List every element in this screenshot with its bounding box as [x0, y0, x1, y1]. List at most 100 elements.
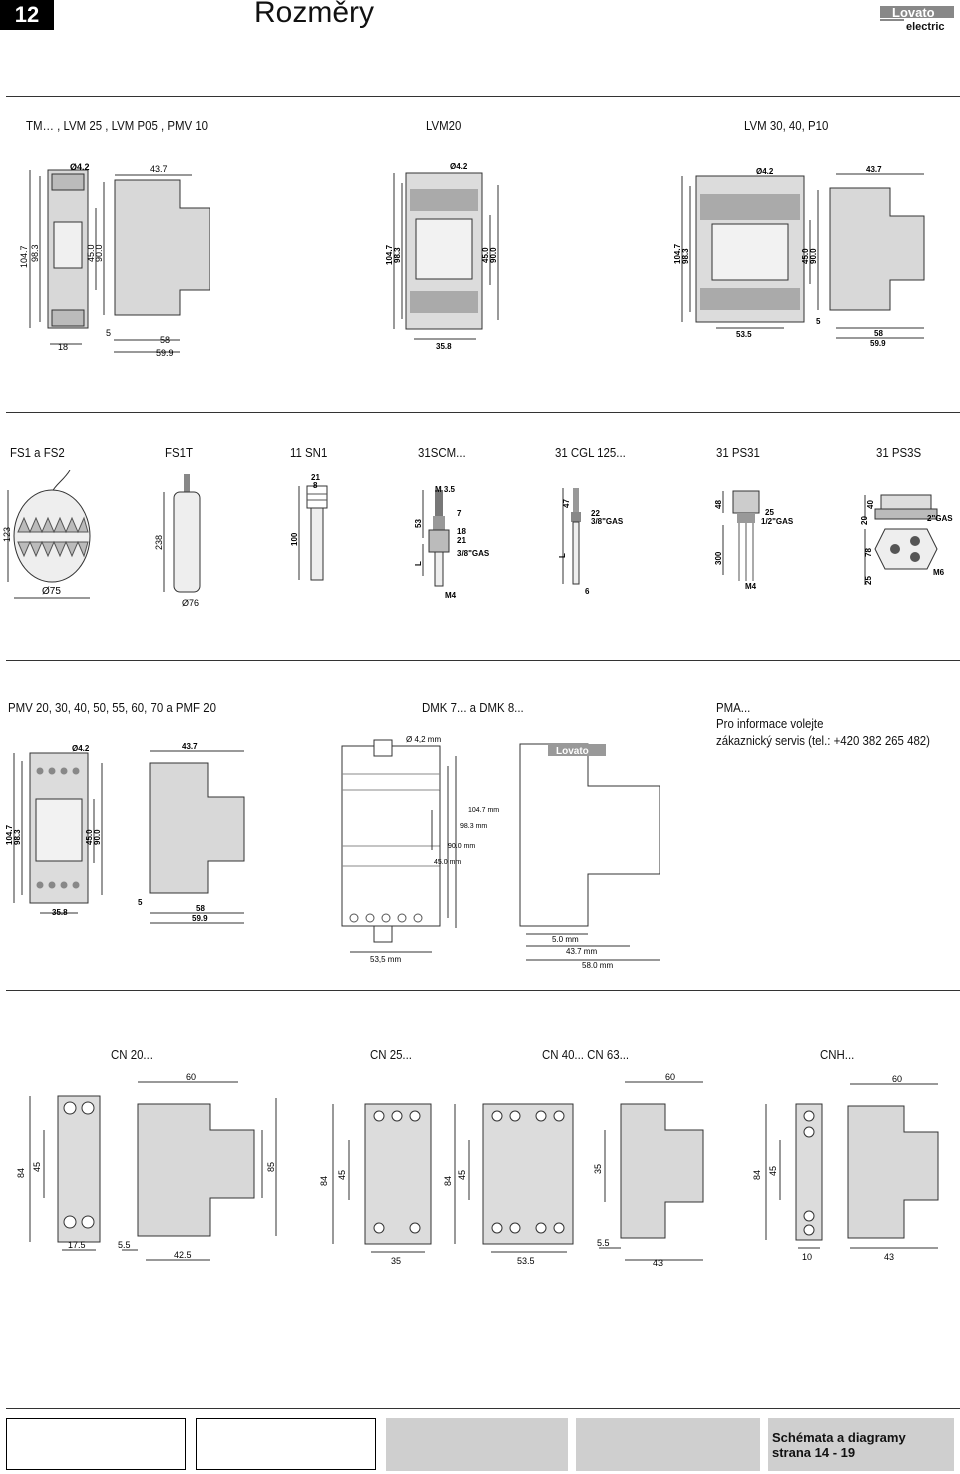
- dim-lbl: 20: [860, 516, 869, 525]
- dim-lbl: M4: [445, 591, 457, 600]
- dim-lbl: 25: [864, 576, 873, 585]
- dim-lbl: 47: [562, 499, 571, 508]
- dim-lbl: 58.0 mm: [582, 961, 613, 970]
- dim-lbl: 45.0: [801, 248, 810, 264]
- label-cn25: CN 25...: [370, 1047, 412, 1062]
- label-pma: PMA...: [716, 700, 751, 715]
- dim-lbl: 60: [665, 1072, 675, 1082]
- dim-lbl: Ø4.2: [450, 162, 468, 171]
- dim-lbl: 85: [266, 1162, 276, 1172]
- dim-lbl: 42.5: [174, 1250, 192, 1260]
- dim-lbl: Ø75: [42, 586, 61, 597]
- pma-note-2: zákaznický servis (tel.: +420 382 265 48…: [716, 733, 930, 748]
- dim-lbl: 123: [2, 527, 12, 542]
- dim-lbl: 35: [593, 1164, 603, 1174]
- dim-lbl: 59.9: [870, 339, 886, 348]
- section-rule-2: [6, 660, 960, 661]
- dim-lbl: 43.7: [866, 165, 882, 174]
- dim-lbl: 60: [892, 1074, 902, 1084]
- dim-lbl: 104.7 mm: [468, 807, 499, 814]
- dim-lbl: 45.0: [86, 244, 96, 262]
- label-31ps3s: 31 PS3S: [876, 445, 922, 460]
- dim-lbl: 8: [313, 481, 318, 490]
- label-lvm30: LVM 30, 40, P10: [744, 118, 829, 133]
- drawing-pmv: Ø4.2 43.7 104.7 98.3 45.0 90.0 5 35.8 58…: [5, 742, 245, 924]
- dim-lbl: 25: [765, 508, 774, 517]
- drawing-cn25: 84 45 84 45 35 53.5: [319, 1103, 574, 1266]
- dim-lbl: 40: [866, 500, 875, 509]
- dim-lbl: 60: [186, 1072, 196, 1082]
- dim-lbl: M 3.5: [435, 485, 456, 494]
- dim-lbl: 58: [160, 335, 170, 345]
- dim-lbl: 43.7: [150, 164, 168, 174]
- dim-lbl: 98.3 mm: [460, 823, 487, 830]
- dim-lbl: 100: [290, 532, 299, 546]
- label-tm-lvm25: TM… , LVM 25 , LVM P05 , PMV 10: [26, 118, 209, 133]
- dim-lbl: 84: [319, 1176, 329, 1186]
- label-cn40-cn63: CN 40... CN 63...: [542, 1047, 630, 1062]
- dim-lbl: 45: [457, 1170, 467, 1180]
- section-rule-1: [6, 412, 960, 413]
- dim-lbl: 84: [752, 1170, 762, 1180]
- label-31ps31: 31 PS31: [716, 445, 760, 460]
- drawing-fs1: 123 Ø75: [2, 470, 91, 599]
- drawing-31ps31: 48 25 1/2"GAS 300 M4: [714, 490, 794, 591]
- dim-lbl: 3/8"GAS: [457, 549, 490, 558]
- dim-lbl: 90.0 mm: [448, 843, 475, 850]
- drawing-fs1t: 238 Ø76: [154, 474, 201, 608]
- pma-note-1: Pro informace volejte: [716, 716, 824, 731]
- logo-text: Lovato: [892, 5, 935, 20]
- dim-lbl: 53.5: [736, 330, 752, 339]
- dim-lbl: 53: [414, 519, 423, 528]
- footer-gray-3: Schémata a diagramy strana 14 - 19: [768, 1418, 954, 1471]
- dim-lbl: 59.9: [156, 348, 174, 358]
- dim-lbl: 45: [768, 1166, 778, 1176]
- dim-lbl: 104.7: [385, 244, 394, 265]
- dim-lbl: 45.0: [481, 247, 490, 263]
- drawing-cnh: 60 84 45 10 43: [752, 1074, 939, 1262]
- dim-lbl: 35.8: [52, 908, 68, 917]
- dim-lbl: 98.3: [393, 247, 402, 263]
- drawing-31cgl: 47 22 3/8"GAS L 6: [558, 488, 624, 596]
- label-dmk: DMK 7... a DMK 8...: [422, 700, 524, 715]
- dim-lbl: 5.0 mm: [552, 935, 579, 944]
- dmk-logo: Lovato: [556, 746, 589, 757]
- dim-lbl: 35.8: [436, 342, 452, 351]
- dim-lbl: 43: [653, 1258, 663, 1268]
- drawing-tm-lvm25: Ø4.2 43.7 104.7 98.3 45.0 90.0 5 18 58 5…: [19, 162, 210, 358]
- footer-line-2: strana 14 - 19: [772, 1445, 856, 1460]
- dim-lbl: 45: [337, 1170, 347, 1180]
- label-cn20: CN 20...: [111, 1047, 153, 1062]
- dim-lbl: 21: [457, 536, 466, 545]
- drawing-lvm30: Ø4.2 43.7 104.7 98.3 45.0 90.0 5 53.5 58…: [673, 165, 925, 348]
- dim-lbl: 43: [884, 1252, 894, 1262]
- dim-lbl: 53,5 mm: [370, 955, 401, 964]
- dim-lbl: Ø76: [182, 598, 199, 608]
- footer-box-1: [6, 1418, 186, 1470]
- dim-lbl: 238: [154, 535, 164, 550]
- dim-lbl: 48: [714, 500, 723, 509]
- dim-lbl: 59.9: [192, 914, 208, 923]
- drawing-cn40: 60 35 5.5 43: [593, 1072, 704, 1268]
- dim-lbl: 5: [816, 317, 821, 326]
- drawing-cn20: 60 84 45 85 17.5 5.5 42.5: [16, 1072, 277, 1261]
- dim-lbl: 45.0 mm: [434, 859, 461, 866]
- dim-lbl: 2"GAS: [927, 514, 953, 523]
- dim-lbl: 43.7 mm: [566, 947, 597, 956]
- label-fs1-fs2: FS1 a FS2: [10, 445, 65, 460]
- label-lvm20: LVM20: [426, 118, 462, 133]
- dim-lbl: 6: [585, 587, 590, 596]
- dim-lbl: 18: [457, 527, 466, 536]
- dim-lbl: M6: [933, 568, 945, 577]
- drawing-31scm: M 3.5 53 7 18 21 3/8"GAS L M4: [414, 485, 490, 600]
- dim-lbl: 300: [714, 551, 723, 565]
- dim-lbl: 90.0: [94, 244, 104, 262]
- header-rule: [6, 96, 960, 97]
- dim-lbl: 45.0: [85, 829, 94, 845]
- dim-lbl: 3/8"GAS: [591, 517, 624, 526]
- dim-lbl: 58: [196, 904, 205, 913]
- footer-link-block[interactable]: Schémata a diagramy strana 14 - 19: [768, 1418, 954, 1460]
- dim-lbl: 5.5: [597, 1238, 610, 1248]
- logo-subtext: electric: [906, 21, 945, 32]
- page-title: Rozměry: [254, 0, 375, 29]
